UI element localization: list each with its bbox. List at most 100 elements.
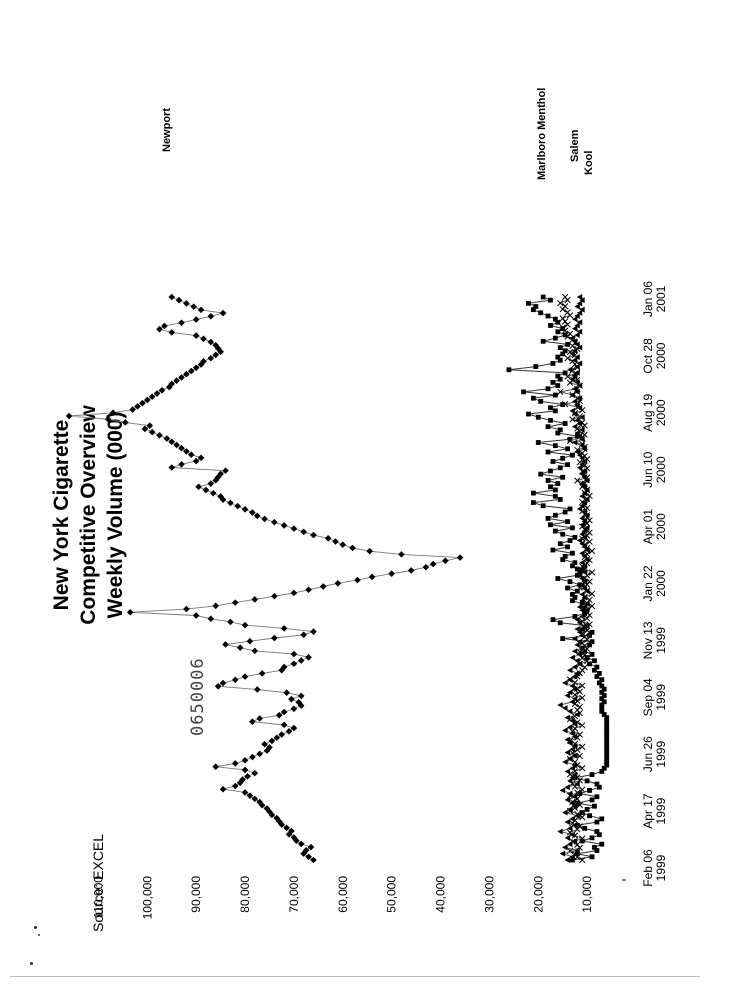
salem-point — [581, 651, 588, 659]
y-tick-label: 110,000 — [91, 876, 105, 919]
kool-point — [576, 360, 583, 367]
newport-point — [158, 386, 166, 394]
kool-point — [581, 594, 588, 601]
kool-point — [576, 452, 583, 459]
newport-point — [285, 830, 293, 838]
newport-point — [251, 795, 259, 803]
y-tick-label: 10,000 — [580, 876, 594, 913]
kool-point — [569, 717, 575, 724]
kool-point — [579, 607, 585, 614]
newport-point — [256, 715, 264, 722]
newport-point — [217, 493, 224, 500]
newport-point — [168, 380, 176, 388]
newport-point — [144, 396, 151, 404]
newport-point — [195, 483, 202, 491]
newport-point — [217, 470, 224, 478]
kool-point — [569, 774, 575, 781]
kool-point — [574, 812, 580, 819]
kool-point — [564, 736, 570, 743]
marlboro-menthol-point — [548, 484, 553, 490]
kool-point — [567, 825, 573, 832]
marlboro-menthol-point — [565, 462, 570, 468]
newport-point — [139, 399, 146, 407]
kool-point — [571, 357, 578, 364]
kool-point — [574, 363, 580, 370]
newport-point — [178, 374, 185, 381]
marlboro-menthol-point — [550, 547, 556, 553]
kool-point — [571, 803, 578, 810]
marlboro-menthol-point — [594, 819, 600, 825]
marlboro-menthol-point — [567, 538, 573, 543]
kool-point — [571, 686, 578, 693]
kool-point — [576, 395, 583, 402]
kool-point — [581, 569, 588, 576]
kool-point — [581, 490, 588, 497]
kool-point — [576, 294, 583, 300]
kool-point — [576, 309, 583, 316]
newport-point — [219, 679, 227, 687]
kool-point — [579, 480, 585, 487]
marlboro-menthol-point — [555, 329, 561, 335]
kool-point — [567, 777, 573, 784]
newport-point — [263, 805, 271, 812]
kool-point — [579, 645, 585, 652]
kool-point — [571, 822, 578, 829]
kool-point — [584, 486, 590, 493]
newport-point — [156, 325, 163, 333]
marlboro-menthol-point — [582, 825, 588, 831]
kool-point — [571, 635, 578, 642]
newport-point — [126, 608, 134, 616]
kool-point — [574, 369, 580, 376]
kool-point — [579, 306, 585, 313]
newport-point — [290, 724, 298, 732]
x-tick-label: 1999 — [654, 627, 668, 654]
newport-point — [173, 441, 180, 449]
kool-point — [567, 724, 573, 731]
newport-point — [256, 750, 264, 758]
kool-point — [579, 471, 585, 478]
marlboro-menthol-point — [545, 386, 551, 392]
newport-point — [148, 428, 156, 436]
salem-point — [566, 437, 574, 444]
marlboro-menthol-point — [533, 304, 539, 309]
kool-point — [574, 341, 580, 348]
newport-point — [251, 647, 259, 655]
salem-point — [579, 743, 586, 750]
newport-point — [197, 454, 205, 462]
salem-point — [588, 569, 596, 576]
newport-point — [183, 605, 190, 613]
kool-point — [579, 436, 585, 443]
newport-point — [388, 570, 395, 577]
salem-point — [566, 379, 574, 386]
newport-point — [307, 843, 315, 851]
newport-point — [65, 412, 73, 420]
marlboro-menthol-point — [555, 354, 561, 360]
marlboro-menthol-point — [548, 323, 553, 328]
kool-point — [576, 603, 583, 610]
kool-point — [571, 762, 578, 769]
kool-point — [581, 610, 588, 617]
newport-point — [310, 628, 317, 635]
newport-point — [310, 531, 317, 539]
kool-point — [567, 676, 573, 683]
marlboro-menthol-point — [552, 528, 558, 534]
marlboro-menthol-point — [526, 300, 531, 306]
salem-point — [559, 315, 566, 322]
kool-point — [581, 562, 588, 569]
newport-point — [280, 625, 288, 632]
kool-point — [562, 809, 568, 816]
marlboro-menthol-point — [560, 455, 566, 461]
newport-point — [200, 358, 207, 365]
kool-point — [579, 426, 585, 433]
kool-point — [567, 739, 573, 746]
kool-point — [574, 670, 580, 677]
newport-point — [290, 660, 298, 668]
salem-point — [576, 801, 583, 809]
newport-point — [300, 850, 307, 857]
newport-point — [349, 544, 356, 552]
kool-point — [576, 638, 583, 645]
newport-point — [212, 351, 220, 359]
kool-point — [584, 556, 590, 563]
newport-point — [271, 518, 278, 526]
